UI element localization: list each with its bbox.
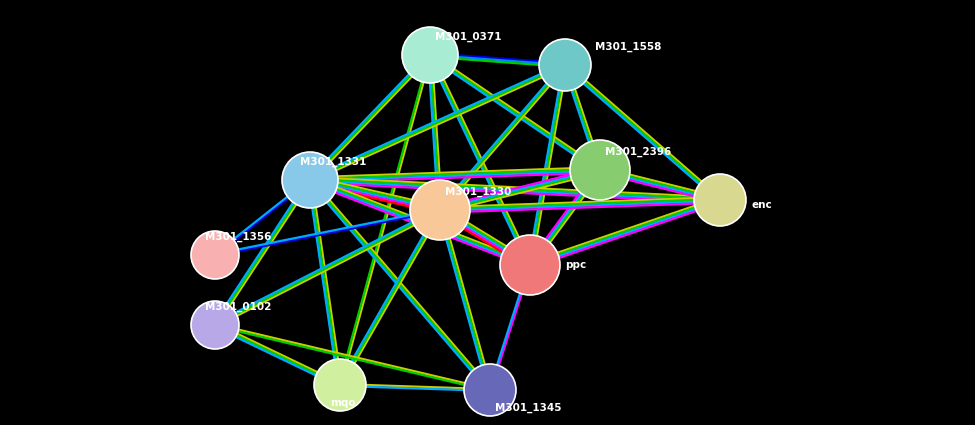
Text: M301_0371: M301_0371 xyxy=(435,32,501,42)
Circle shape xyxy=(570,140,630,200)
Circle shape xyxy=(500,235,560,295)
Circle shape xyxy=(539,39,591,91)
Text: M301_2396: M301_2396 xyxy=(605,147,671,157)
Circle shape xyxy=(464,364,516,416)
Circle shape xyxy=(402,27,458,83)
Text: M301_0102: M301_0102 xyxy=(205,302,271,312)
Circle shape xyxy=(191,231,239,279)
Text: M301_1331: M301_1331 xyxy=(300,157,367,167)
Text: ppc: ppc xyxy=(565,260,586,270)
Circle shape xyxy=(314,359,366,411)
Text: M301_1345: M301_1345 xyxy=(495,403,562,413)
Text: M301_1330: M301_1330 xyxy=(445,187,511,197)
Circle shape xyxy=(410,180,470,240)
Circle shape xyxy=(191,301,239,349)
Circle shape xyxy=(694,174,746,226)
Text: M301_1558: M301_1558 xyxy=(595,42,661,52)
Text: mqo: mqo xyxy=(330,398,356,408)
Text: M301_1356: M301_1356 xyxy=(205,232,271,242)
Circle shape xyxy=(282,152,338,208)
Text: enc: enc xyxy=(752,200,773,210)
